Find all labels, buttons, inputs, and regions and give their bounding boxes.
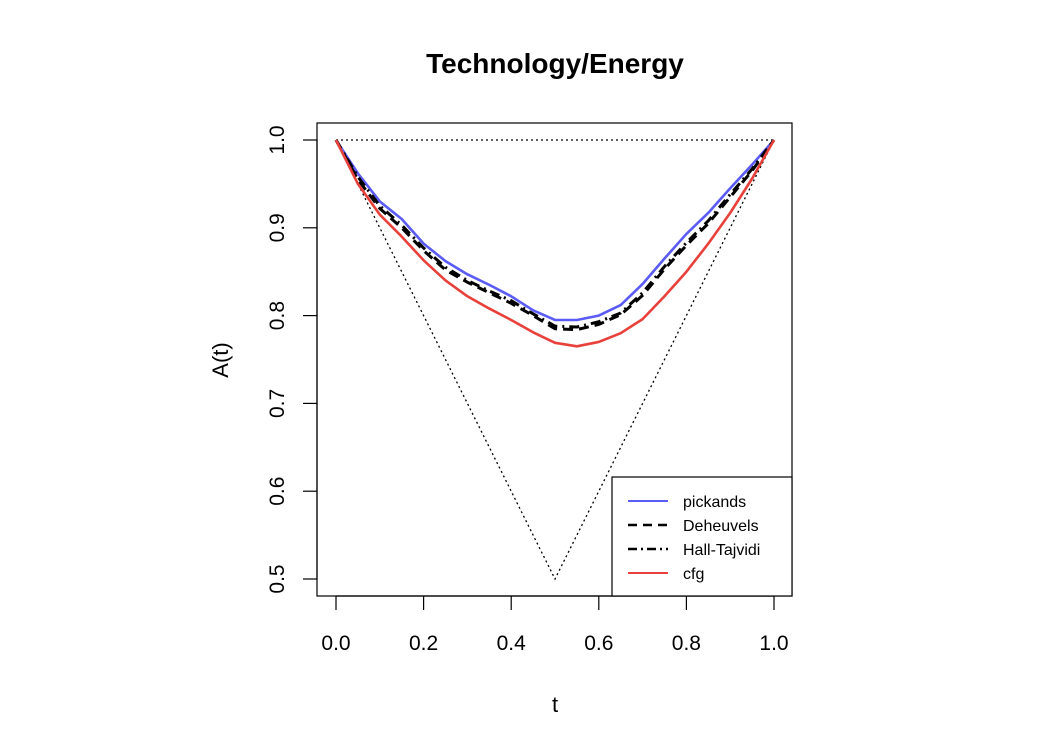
legend-label: cfg bbox=[683, 566, 704, 583]
y-tick-label: 0.5 bbox=[266, 564, 289, 593]
series-line-pickands bbox=[334, 139, 775, 322]
series-line-deheuvels bbox=[334, 139, 776, 332]
y-tick-label: 0.8 bbox=[266, 301, 289, 330]
y-tick-label: 0.9 bbox=[266, 213, 289, 242]
series-group bbox=[334, 139, 776, 348]
legend-label: Deheuvels bbox=[683, 518, 759, 535]
legend-box bbox=[611, 476, 793, 597]
bounds-group bbox=[335, 139, 775, 581]
x-tick-label: 0.0 bbox=[321, 632, 350, 655]
chart-title: Technology/Energy bbox=[426, 48, 684, 79]
series-line-cfg bbox=[334, 139, 776, 348]
y-axis-label: A(t) bbox=[208, 342, 233, 377]
y-tick-label: 0.7 bbox=[266, 389, 289, 418]
x-axis-label: t bbox=[552, 692, 558, 717]
legend: pickands Deheuvels Hall-Tajvidi cfg bbox=[611, 476, 793, 597]
x-tick-label: 0.6 bbox=[584, 632, 613, 655]
y-tick-label: 1.0 bbox=[266, 125, 289, 154]
x-tick-label: 0.2 bbox=[409, 632, 438, 655]
bound-lower bbox=[335, 139, 775, 581]
series-line-hall-tajvidi bbox=[334, 139, 776, 329]
x-tick-label: 0.8 bbox=[672, 632, 701, 655]
x-axis: 0.0 0.2 0.4 0.6 0.8 1.0 bbox=[321, 595, 789, 655]
x-tick-label: 0.4 bbox=[497, 632, 527, 655]
legend-label: pickands bbox=[683, 494, 746, 511]
legend-label: Hall-Tajvidi bbox=[683, 542, 760, 559]
y-tick-label: 0.6 bbox=[266, 477, 289, 506]
x-tick-label: 1.0 bbox=[759, 632, 788, 655]
y-axis: 0.5 0.6 0.7 0.8 0.9 1.0 bbox=[266, 125, 318, 594]
